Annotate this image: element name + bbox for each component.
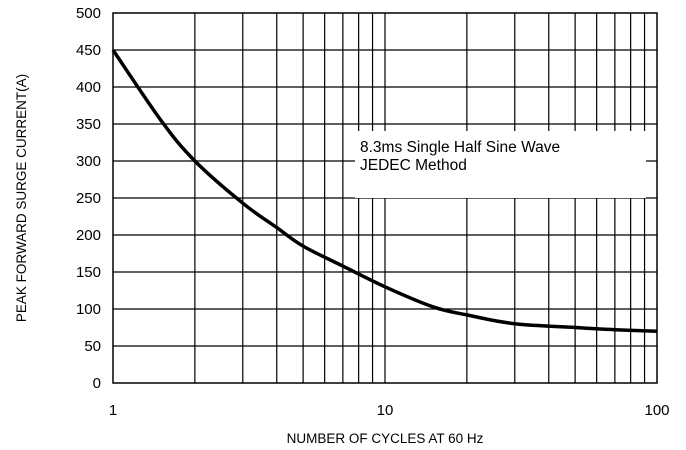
y-tick-label: 150 — [76, 264, 101, 281]
series-layer — [111, 49, 658, 333]
series-line — [111, 49, 658, 333]
y-tick-label: 350 — [76, 116, 101, 133]
annotation-box — [355, 131, 646, 198]
annotation-line-2: JEDEC Method — [360, 157, 467, 174]
x-tick-label: 100 — [644, 402, 669, 419]
y-tick-label: 100 — [76, 301, 101, 318]
x-tick-label: 1 — [109, 402, 117, 419]
annotation-line-1: 8.3ms Single Half Sine Wave — [360, 139, 560, 156]
tick-labels: 0 50 100 150 200 250 300 350 400 450 500 1 10 100 — [76, 5, 670, 419]
y-tick-label: 200 — [76, 227, 101, 244]
y-tick-label: 0 — [93, 375, 101, 392]
y-tick-label: 450 — [76, 42, 101, 59]
y-tick-label: 500 — [76, 5, 101, 22]
x-tick-label: 10 — [377, 402, 394, 419]
y-tick-label: 300 — [76, 153, 101, 170]
y-axis-label: PEAK FORWARD SURGE CURRENT(A) — [14, 74, 29, 322]
x-axis-label: NUMBER OF CYCLES AT 60 Hz — [287, 431, 484, 446]
plot-frame — [112, 12, 658, 384]
y-tick-label: 250 — [76, 190, 101, 207]
y-tick-label: 50 — [84, 338, 101, 355]
y-tick-label: 400 — [76, 79, 101, 96]
